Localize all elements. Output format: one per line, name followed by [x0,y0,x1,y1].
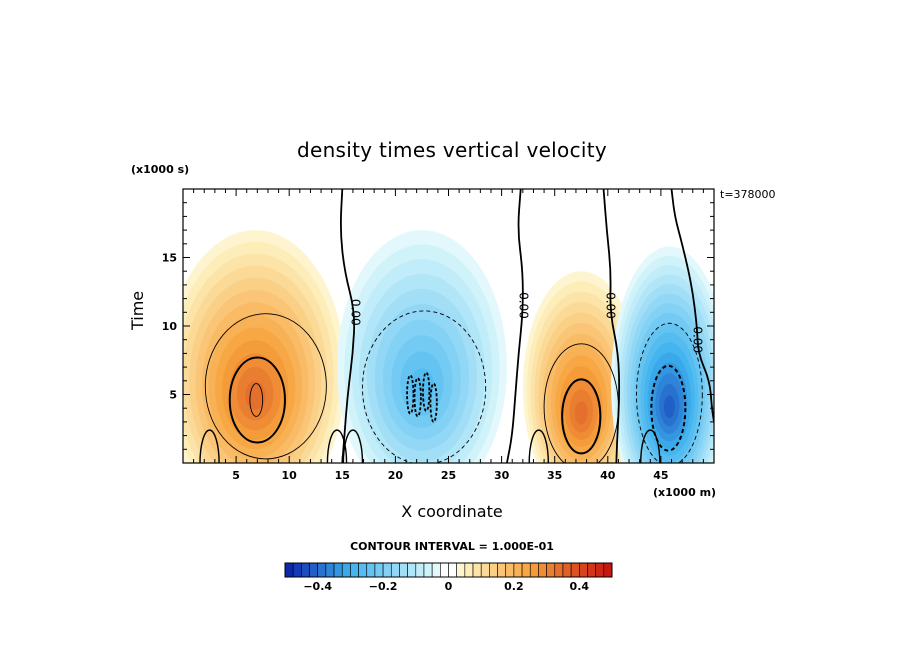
colorbar-bin [341,562,351,578]
x-tick-label: 20 [388,469,404,482]
colorbar-tick-label: 0.2 [504,580,524,593]
contour-line [362,310,487,463]
x-tick-label: 5 [232,469,240,482]
colorbar-bin [497,562,507,578]
colorbar-bin [554,562,564,578]
contour-line [561,378,602,455]
colorbar-bin [325,562,335,578]
colorbar-bin [595,562,605,578]
colorbar-bin [587,562,596,578]
contour-field [183,230,714,463]
y-tick-label: 15 [162,252,177,265]
plot-axes: 5 10 15 20 25 30 35 40 45 5 10 15 [162,188,715,482]
colorbar-bin [603,562,613,578]
y-tick-label: 5 [169,389,177,402]
negative-cell-2-band [663,395,675,418]
colorbar-bin [374,562,384,578]
chart-title: density times vertical velocity [296,138,608,162]
colorbar-frame [284,562,613,578]
colorbar-bin [309,562,318,578]
contour-label: 0.00 [603,292,617,319]
y-axis-unit: (x1000 s) [131,163,190,176]
x-tick-label: 35 [547,469,562,482]
contour-label: 0.00 [691,326,705,353]
contour-label: 0.00 [516,292,530,319]
colorbar-bin [390,562,400,578]
colorbar-bin [317,562,327,578]
contour-line [636,322,703,463]
colorbar-bin [399,562,408,578]
colorbar-tick-label: 0.4 [570,580,590,593]
contour-line [650,364,687,452]
colorbar-bin [431,562,441,578]
colorbar-bin [382,562,392,578]
contour-lines: 0.00 0.00 0.00 0.00 [199,189,714,463]
contour-line [413,377,422,418]
colorbar-bin [350,562,359,578]
colorbar-bin [333,562,343,578]
x-tick-label: 40 [600,469,616,482]
contour-line [422,371,431,412]
colorbar-bin [407,562,417,578]
colorbar-bin [513,562,523,578]
colorbar-bin [358,562,368,578]
colorbar-bin [366,562,376,578]
contour-line [249,383,264,417]
contour-line [406,374,415,415]
x-axis-unit: (x1000 m) [653,486,717,499]
x-tick-label: 25 [441,469,456,482]
colorbar: −0.4 −0.2 0 0.2 0.4 [284,562,613,593]
x-tick-label: 30 [494,469,510,482]
colorbar-bin [301,562,310,578]
colorbar-bin [448,562,457,578]
colorbar-bin [292,562,302,578]
colorbar-bin [570,562,580,578]
colorbar-bin [464,562,474,578]
x-tick-label: 10 [282,469,298,482]
colorbar-bin [489,562,498,578]
colorbar-tick-label: −0.2 [369,580,398,593]
colorbar-bin [423,562,433,578]
zero-contour-line [602,189,621,463]
colorbar-bin [480,562,490,578]
colorbar-bin [415,562,425,578]
colorbar-bin [578,562,588,578]
y-tick-label: 10 [162,320,178,333]
colorbar-bin [284,562,294,578]
colorbar-tick-label: −0.4 [303,580,332,593]
contour-line [228,356,286,444]
colorbar-bin [472,562,482,578]
time-annotation: t=378000 [720,188,776,201]
zero-contour-line [506,189,524,463]
positive-cell-2-band [574,401,588,425]
colorbar-bin [546,562,556,578]
contour-line [429,382,438,423]
colorbar-bin [505,562,515,578]
colorbar-tick-label: 0 [445,580,453,593]
x-axis-title: X coordinate [401,502,503,521]
contour-label: 0.00 [349,299,363,326]
colorbar-bin [456,562,466,578]
x-tick-label: 45 [653,469,668,482]
colorbar-bin [562,562,572,578]
colorbar-bin [538,562,547,578]
x-tick-label: 15 [335,469,350,482]
negative-cell-1-band [409,368,434,403]
zero-contour-line [670,189,714,423]
colorbar-bin [521,562,531,578]
colorbar-bin [529,562,539,578]
colorbar-bin [440,562,449,578]
contour-line [204,313,327,460]
contour-interval-label: CONTOUR INTERVAL = 1.000E-01 [350,540,554,553]
